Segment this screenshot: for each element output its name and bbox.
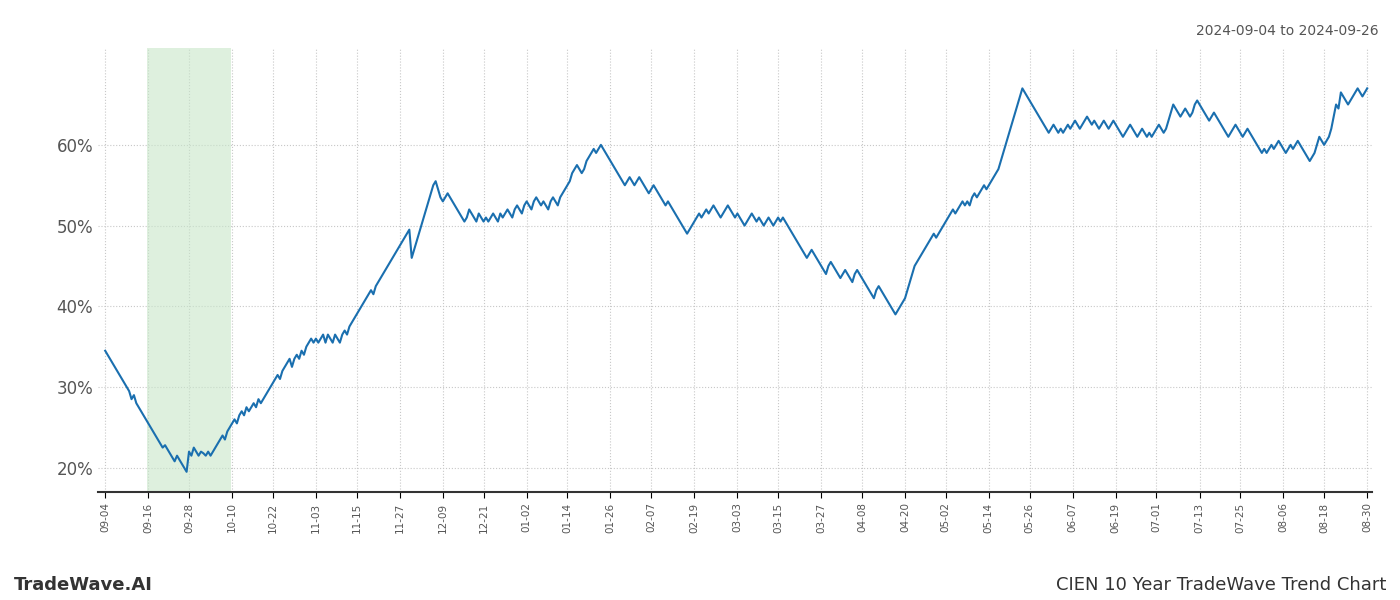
Text: 2024-09-04 to 2024-09-26: 2024-09-04 to 2024-09-26 — [1197, 24, 1379, 38]
Text: TradeWave.AI: TradeWave.AI — [14, 576, 153, 594]
Text: CIEN 10 Year TradeWave Trend Chart: CIEN 10 Year TradeWave Trend Chart — [1056, 576, 1386, 594]
Bar — [147, 48, 231, 492]
